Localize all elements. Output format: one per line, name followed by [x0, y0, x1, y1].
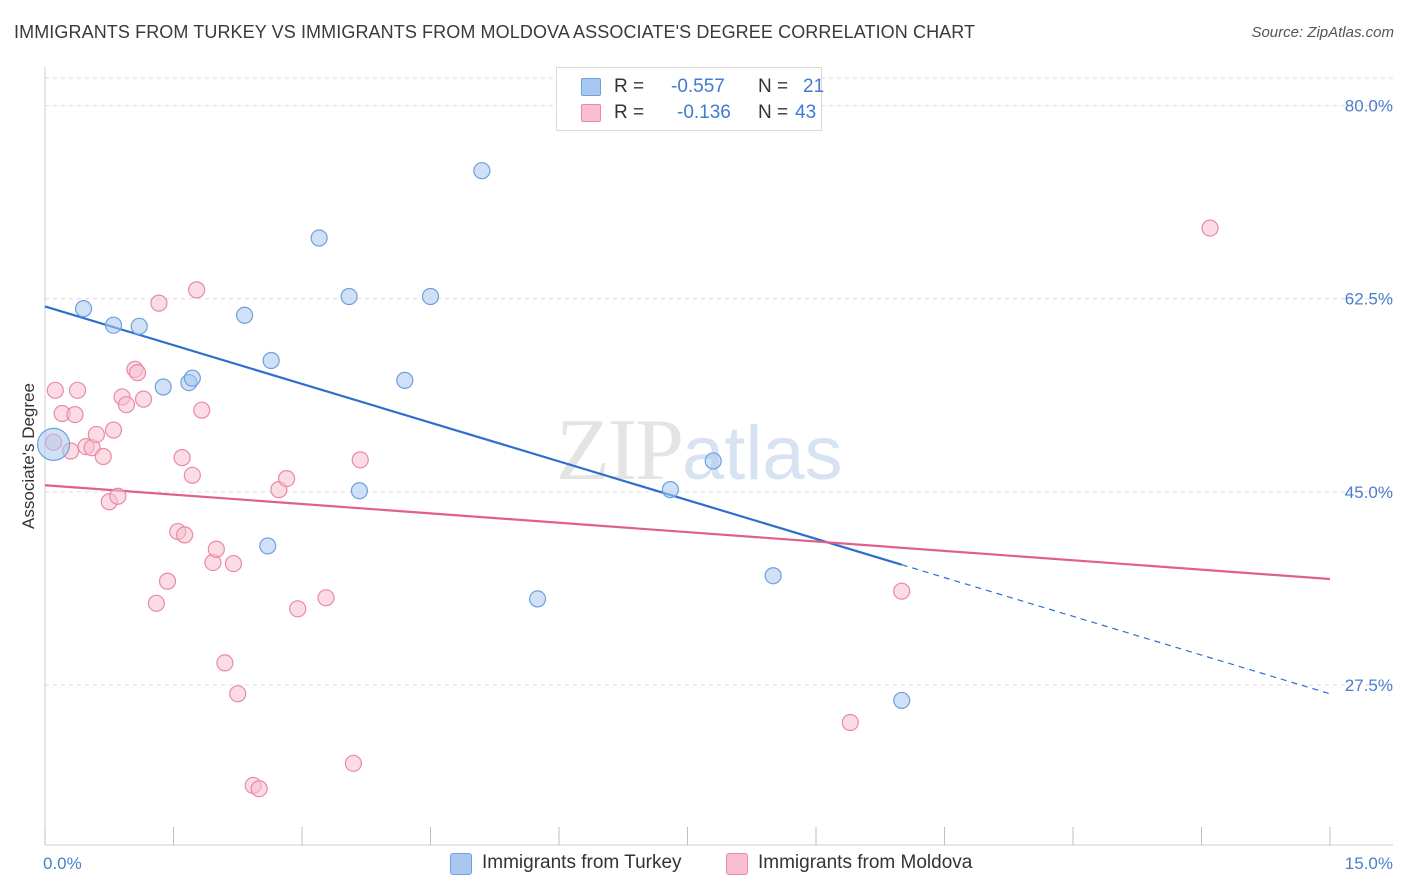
moldova-point [224, 554, 243, 573]
gridlines [45, 77, 1393, 686]
tick-labels: 27.5% 45.0% 62.5% 80.0% 0.0% 15.0% [43, 97, 1393, 873]
moldova-point [841, 713, 859, 732]
stats-swatch-moldova [581, 104, 601, 122]
y-tick-label: 27.5% [1345, 676, 1393, 695]
source-label: Source: ZipAtlas.com [1251, 24, 1394, 41]
turkey-point [340, 287, 358, 306]
turkey-point [259, 537, 277, 555]
stats-box: R = -0.557 N = 21 R = -0.136 N = 43 [556, 67, 825, 131]
moldova-point [229, 685, 247, 703]
moldova-point [147, 594, 165, 612]
y-axis-label: Associate's Degree [19, 383, 38, 529]
x-tick-label: 0.0% [43, 854, 82, 873]
turkey-point [396, 371, 414, 389]
moldova-point [109, 487, 127, 505]
watermark-zip: ZIP [556, 402, 684, 499]
moldova-point [128, 364, 147, 382]
trend-line-moldova [44, 484, 1331, 581]
moldova-point [317, 589, 335, 607]
turkey-point [310, 229, 328, 247]
x-tick-label: 15.0% [1345, 854, 1393, 873]
turkey-point [74, 300, 93, 318]
moldova-point [289, 600, 307, 618]
moldova-point [207, 540, 225, 558]
moldova-point [188, 281, 206, 299]
n-value: 21 [803, 76, 825, 97]
legend-label-moldova: Immigrants from Moldova [758, 852, 973, 873]
legend-swatch-turkey [450, 853, 472, 875]
n-label: N = [758, 102, 789, 123]
y-tick-label: 62.5% [1345, 290, 1393, 309]
turkey-point [262, 351, 280, 370]
moldova-point [66, 405, 84, 424]
moldova-point [277, 470, 296, 488]
moldova-point [173, 449, 191, 467]
moldova-point [893, 582, 911, 600]
moldova-point [46, 381, 64, 399]
chart-title: IMMIGRANTS FROM TURKEY VS IMMIGRANTS FRO… [14, 22, 976, 42]
turkey-point [36, 427, 71, 461]
y-tick-label: 80.0% [1345, 97, 1393, 116]
legend-label-turkey: Immigrants from Turkey [482, 852, 682, 873]
moldova-point [158, 572, 177, 590]
turkey-point [236, 306, 254, 324]
r-value: -0.136 [677, 102, 731, 123]
moldova-point [150, 294, 168, 312]
moldova-point [193, 401, 211, 419]
turkey-point [528, 590, 547, 608]
data-points [36, 162, 1219, 798]
n-value: 43 [795, 102, 817, 123]
turkey-point [421, 287, 440, 306]
moldova-point [344, 754, 362, 772]
moldova-point [87, 425, 106, 444]
moldova-point [104, 421, 123, 439]
turkey-point [154, 378, 172, 396]
moldova-point [94, 447, 112, 466]
legend-swatch-moldova [726, 853, 748, 875]
turkey-point [130, 317, 148, 335]
moldova-point [68, 381, 87, 399]
moldova-point [183, 466, 201, 484]
turkey-point [764, 567, 782, 585]
moldova-point [216, 654, 234, 672]
n-label: N = [758, 76, 789, 97]
moldova-point [134, 390, 153, 408]
moldova-point [1201, 219, 1219, 237]
turkey-point [350, 482, 368, 500]
turkey-point [661, 481, 679, 499]
moldova-point [117, 396, 135, 414]
turkey-point [893, 691, 911, 710]
turkey-point [104, 316, 123, 334]
watermark: ZIPatlas [556, 400, 843, 501]
trend-line-turkey [44, 305, 902, 566]
moldova-point [351, 451, 369, 469]
r-label: R = [614, 102, 645, 123]
r-label: R = [614, 76, 645, 97]
trend-line-extension [901, 564, 1331, 695]
watermark-atlas: atlas [682, 411, 843, 496]
y-tick-label: 45.0% [1345, 483, 1393, 502]
turkey-point [704, 452, 722, 470]
moldova-point [250, 780, 268, 798]
moldova-point [176, 526, 194, 544]
turkey-point [183, 369, 201, 387]
trend-lines [44, 305, 1331, 695]
stats-swatch-turkey [581, 78, 601, 96]
turkey-point [473, 162, 491, 180]
r-value: -0.557 [671, 76, 725, 97]
